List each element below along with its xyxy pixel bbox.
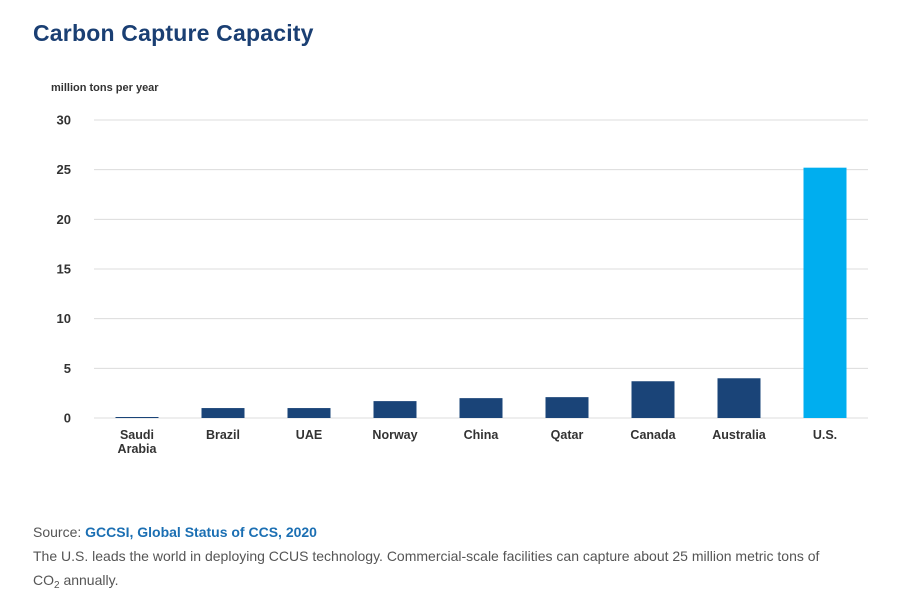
bar <box>803 167 847 418</box>
y-tick-label: 0 <box>64 411 71 426</box>
source-link[interactable]: GCCSI, Global Status of CCS, 2020 <box>85 524 317 540</box>
x-tick-label: Australia <box>712 428 767 442</box>
bar <box>545 397 589 418</box>
source-prefix: Source: <box>33 524 86 540</box>
x-tick-label: Brazil <box>206 428 240 442</box>
x-tick-label: Qatar <box>551 428 584 442</box>
y-tick-label: 25 <box>57 162 71 177</box>
y-tick-label: 15 <box>57 262 71 277</box>
x-tick-line: Brazil <box>206 428 240 442</box>
y-tick-label: 20 <box>57 212 71 227</box>
x-tick-line: Saudi <box>120 428 154 442</box>
bar <box>287 408 331 418</box>
bars <box>115 167 847 419</box>
bar <box>717 378 761 418</box>
x-tick-label: Norway <box>372 428 417 442</box>
y-tick-label: 30 <box>57 113 71 128</box>
x-tick-line: Australia <box>712 428 767 442</box>
caption: The U.S. leads the world in deploying CC… <box>33 544 903 592</box>
x-tick-line: UAE <box>296 428 322 442</box>
x-tick-label: UAE <box>296 428 322 442</box>
bar <box>373 401 417 418</box>
bar <box>459 398 503 418</box>
bar <box>201 408 245 418</box>
caption-main: The U.S. leads the world in deploying CC… <box>33 548 820 564</box>
x-tick-line: U.S. <box>813 428 837 442</box>
x-tick-label: U.S. <box>813 428 837 442</box>
x-tick-label: Saudi Arabia <box>118 428 158 456</box>
x-tick-label: China <box>464 428 500 442</box>
chart-title: Carbon Capture Capacity <box>33 20 314 46</box>
caption-co: CO <box>33 572 54 588</box>
x-tick-line: Qatar <box>551 428 584 442</box>
x-tick-label: Canada <box>630 428 676 442</box>
y-axis-unit-label: million tons per year <box>51 82 159 94</box>
x-axis-ticks: Saudi Arabia Brazil UAE Norway China Qatar Cana… <box>118 428 838 456</box>
gridlines <box>94 119 868 419</box>
x-tick-line: Norway <box>372 428 417 442</box>
x-tick-line: Canada <box>630 428 676 442</box>
x-tick-line: Arabia <box>118 442 158 456</box>
bar <box>631 381 675 418</box>
y-tick-label: 10 <box>57 311 71 326</box>
caption-subscript: 2 <box>54 580 60 591</box>
chart-footer: Source: GCCSI, Global Status of CCS, 202… <box>33 520 903 592</box>
x-tick-line: China <box>464 428 500 442</box>
bar-chart: million tons per year 0 5 10 15 20 25 30 Saudi… <box>51 82 868 456</box>
caption-end: annually. <box>59 572 119 588</box>
bar <box>115 417 159 419</box>
y-tick-label: 5 <box>64 361 71 376</box>
source-line: Source: GCCSI, Global Status of CCS, 202… <box>33 520 903 544</box>
y-axis-ticks: 0 5 10 15 20 25 30 <box>57 113 71 426</box>
